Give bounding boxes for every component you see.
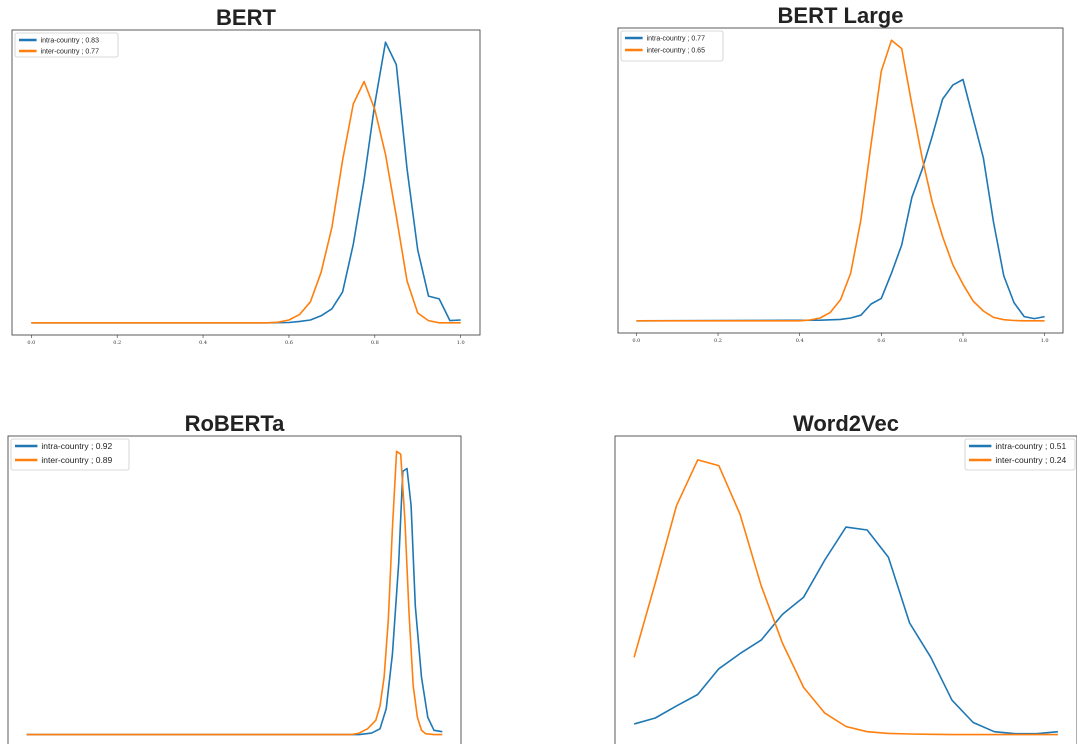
- legend-label: intra-country ; 0.92: [41, 441, 112, 451]
- legend-label: intra-country ; 0.77: [647, 35, 705, 42]
- x-tick-label: 0.2: [113, 340, 121, 346]
- chart-svg: RoBERTa intra-country ; 0.92 inter-country…: [7, 411, 462, 744]
- series-line-1: [31, 80, 461, 324]
- chart-title: RoBERTa: [185, 411, 286, 436]
- series-line-1: [26, 450, 443, 736]
- plot-area: [614, 435, 1077, 744]
- legend: intra-country ; 0.77 inter-country ; 0.65: [620, 30, 724, 62]
- legend-box: [10, 438, 130, 471]
- x-tick-label: 0.8: [959, 338, 967, 344]
- series-line-0: [633, 526, 1058, 735]
- x-tick-label: 0.6: [285, 340, 293, 346]
- x-tick-label: 0.4: [199, 340, 207, 346]
- x-tick-label: 1.0: [1041, 338, 1049, 344]
- legend-box: [964, 438, 1076, 471]
- plot-area: [7, 435, 462, 744]
- chart-title: BERT: [216, 5, 276, 30]
- legend: intra-country ; 0.83 inter-country ; 0.77: [14, 32, 119, 58]
- legend-label: inter-country ; 0.89: [41, 455, 112, 465]
- chart-title: BERT Large: [778, 3, 904, 28]
- legend: intra-country ; 0.92 inter-country ; 0.89: [10, 438, 130, 471]
- legend-label: intra-country ; 0.83: [41, 37, 99, 44]
- chart-bert: BERT 0.0 0.2 0.4 0.6 0.8 1.0 intra-country ; 0.…: [0, 0, 490, 350]
- x-tick-label: 0.6: [877, 338, 885, 344]
- chart-roberta: RoBERTa intra-country ; 0.92 inter-country…: [0, 405, 490, 744]
- legend-box: [620, 30, 724, 62]
- series-line-0: [26, 467, 443, 736]
- plot-area: [11, 29, 481, 336]
- x-tick-label: 0.0: [632, 338, 640, 344]
- x-tick-label: 1.0: [457, 340, 465, 346]
- plot-area: [617, 27, 1064, 334]
- series-line-0: [31, 41, 461, 324]
- legend-label: inter-country ; 0.65: [647, 47, 705, 54]
- x-tick-label: 0.8: [371, 340, 379, 346]
- x-tick-label: 0.4: [796, 338, 804, 344]
- x-tick-label: 0.0: [27, 340, 35, 346]
- chart-bert-large: BERT Large 0.0 0.2 0.4 0.6 0.8 1.0 intra-countr…: [590, 0, 1077, 350]
- legend-label: inter-country ; 0.77: [41, 48, 99, 55]
- legend-label: intra-country ; 0.51: [995, 441, 1066, 451]
- x-tick-label: 0.2: [714, 338, 722, 344]
- legend-box: [14, 32, 119, 58]
- chart-svg: BERT 0.0 0.2 0.4 0.6 0.8 1.0 intra-country ; 0.…: [11, 5, 481, 346]
- series-line-0: [636, 78, 1045, 322]
- chart-svg: BERT Large 0.0 0.2 0.4 0.6 0.8 1.0 intra-countr…: [617, 3, 1064, 344]
- legend-label: inter-country ; 0.24: [995, 455, 1066, 465]
- chart-word2vec: Word2Vec intra-country ; 0.51 inter-countr…: [590, 405, 1077, 744]
- series-line-1: [633, 459, 1058, 736]
- series-line-1: [636, 39, 1045, 322]
- chart-title: Word2Vec: [793, 411, 899, 436]
- chart-svg: Word2Vec intra-country ; 0.51 inter-countr…: [614, 411, 1077, 744]
- legend: intra-country ; 0.51 inter-country ; 0.24: [964, 438, 1076, 471]
